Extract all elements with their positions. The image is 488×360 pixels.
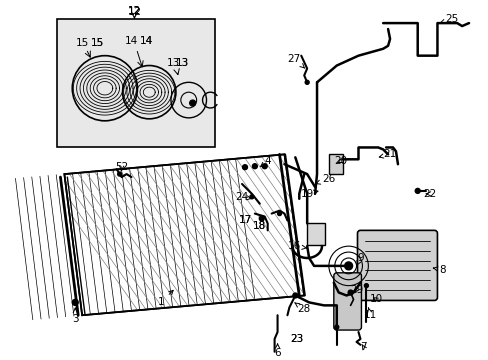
- Bar: [328, 154, 342, 174]
- Text: 8: 8: [432, 265, 445, 275]
- Text: 26: 26: [315, 174, 335, 184]
- Text: 23: 23: [290, 334, 304, 344]
- Circle shape: [347, 290, 352, 295]
- Circle shape: [334, 325, 338, 329]
- Text: 22: 22: [422, 189, 435, 199]
- Text: 4: 4: [260, 156, 270, 167]
- Text: 17: 17: [238, 216, 251, 225]
- Circle shape: [118, 172, 122, 176]
- Circle shape: [262, 164, 266, 169]
- FancyBboxPatch shape: [357, 230, 437, 301]
- Text: 14: 14: [140, 36, 153, 46]
- Polygon shape: [64, 154, 304, 315]
- Circle shape: [72, 300, 78, 305]
- Text: 7: 7: [359, 342, 366, 352]
- Text: 10: 10: [369, 294, 382, 305]
- Text: 11: 11: [363, 307, 376, 320]
- Circle shape: [242, 165, 247, 170]
- Text: 16: 16: [287, 241, 306, 251]
- Text: 23: 23: [290, 334, 304, 344]
- Circle shape: [189, 100, 195, 106]
- Text: 13: 13: [176, 58, 189, 68]
- Text: 15: 15: [90, 38, 103, 48]
- Text: 15: 15: [75, 38, 89, 48]
- Text: 3: 3: [72, 308, 79, 324]
- Circle shape: [414, 188, 419, 193]
- Circle shape: [344, 262, 352, 270]
- Text: 12: 12: [127, 7, 141, 17]
- FancyBboxPatch shape: [333, 273, 361, 330]
- Text: 25: 25: [439, 14, 458, 24]
- Text: 12: 12: [127, 6, 141, 16]
- Text: 19: 19: [300, 189, 317, 199]
- Circle shape: [292, 293, 297, 298]
- Text: 1: 1: [158, 291, 173, 307]
- Text: 27: 27: [287, 54, 304, 68]
- Text: 29: 29: [349, 284, 363, 294]
- Circle shape: [249, 195, 253, 199]
- Text: 14: 14: [124, 36, 138, 46]
- Text: 17: 17: [238, 216, 251, 225]
- Text: 24: 24: [235, 192, 251, 202]
- Text: 21: 21: [379, 149, 396, 159]
- Text: 20: 20: [333, 156, 346, 166]
- Circle shape: [252, 164, 257, 169]
- Circle shape: [259, 216, 264, 221]
- Text: 52: 52: [115, 162, 128, 172]
- Text: 12: 12: [127, 6, 141, 16]
- Text: 13: 13: [166, 58, 179, 68]
- Bar: [58, 19, 215, 148]
- Circle shape: [277, 212, 281, 216]
- Text: 9: 9: [356, 253, 363, 266]
- Text: 6: 6: [274, 344, 280, 358]
- Text: 13: 13: [176, 58, 189, 68]
- Bar: [306, 224, 324, 245]
- Text: 18: 18: [253, 221, 266, 231]
- Circle shape: [364, 284, 367, 288]
- Text: 28: 28: [294, 303, 310, 314]
- Text: 18: 18: [253, 221, 266, 231]
- Circle shape: [305, 80, 308, 84]
- Text: 15: 15: [90, 38, 103, 48]
- Text: 14: 14: [140, 36, 153, 46]
